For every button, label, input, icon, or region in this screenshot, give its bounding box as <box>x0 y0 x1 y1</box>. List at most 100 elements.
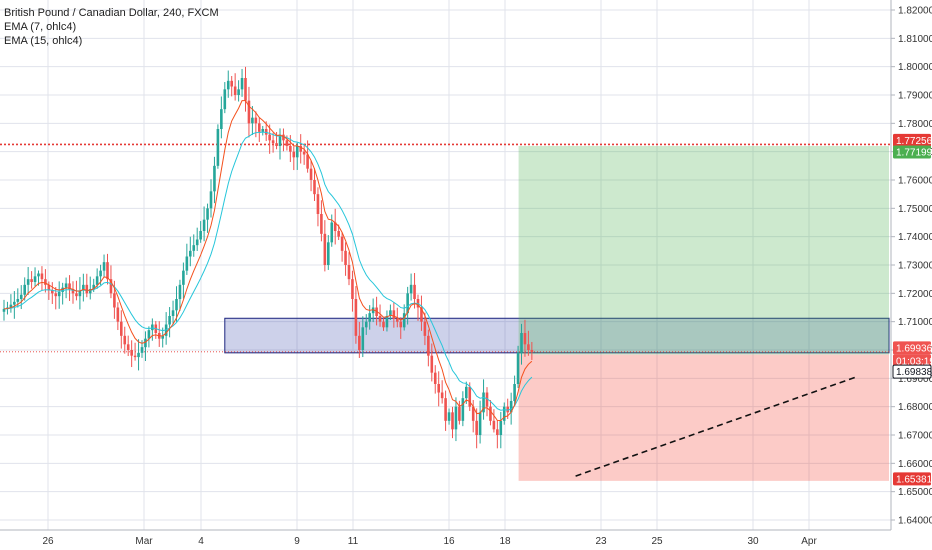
candle-body <box>302 151 306 155</box>
candle-body <box>230 80 233 87</box>
candle-body <box>392 310 396 319</box>
candle-body <box>16 299 20 302</box>
candle-body <box>233 86 237 95</box>
price-label-text-entry: 1.69838 <box>896 367 932 378</box>
x-tick-label: 11 <box>348 536 359 547</box>
y-tick-label: 1.76000 <box>898 176 932 187</box>
candle-body <box>151 324 154 331</box>
candle-body <box>120 321 123 336</box>
x-tick-label: Mar <box>135 536 153 547</box>
y-tick-label: 1.80000 <box>898 62 932 73</box>
candle-body <box>264 129 268 135</box>
candle-body <box>364 321 368 328</box>
price-label-text-countdown: 01:03:19 <box>896 356 932 367</box>
candle-body <box>202 219 206 231</box>
candle-body <box>54 293 58 297</box>
ema7-line <box>3 100 533 422</box>
price-label-countdown <box>893 354 931 368</box>
candle-body <box>147 330 151 339</box>
candle-body <box>68 283 71 290</box>
y-tick-label: 1.71000 <box>898 317 932 328</box>
y-tick-label: 1.69000 <box>898 374 932 385</box>
candle-body <box>482 392 485 413</box>
candle-body <box>454 406 458 430</box>
candle-body <box>506 406 509 413</box>
candle-body <box>130 350 133 356</box>
candle-body <box>206 208 209 220</box>
candle-body <box>30 279 33 282</box>
candle-body <box>333 222 337 231</box>
candle-body <box>23 284 26 295</box>
candle-body <box>216 129 220 166</box>
candle-body <box>275 143 278 146</box>
candle-body <box>278 134 282 146</box>
price-label-current <box>893 341 931 355</box>
candle-body <box>168 316 171 325</box>
candle-body <box>433 372 437 384</box>
candle-body <box>451 412 454 430</box>
candle-body <box>475 420 478 435</box>
candle-body <box>330 222 334 243</box>
candle-body <box>2 308 6 312</box>
candle-body <box>171 310 175 316</box>
x-tick-label: Apr <box>801 536 817 547</box>
candle-body <box>140 347 144 353</box>
candle-body <box>102 262 106 271</box>
candle-body <box>409 284 413 294</box>
price-label-text-current: 1.69936 <box>896 343 932 354</box>
candle-body <box>244 78 247 101</box>
price-label-text-resistance: 1.77256 <box>896 136 932 147</box>
y-tick-label: 1.74000 <box>898 232 932 243</box>
price-label-stop <box>893 472 931 486</box>
y-tick-label: 1.78000 <box>898 119 932 130</box>
candle-body <box>368 313 371 322</box>
candle-body <box>316 194 320 214</box>
ema15-line <box>3 131 533 411</box>
candle-body <box>247 100 251 124</box>
candle-body <box>9 304 13 308</box>
x-tick-label: 9 <box>294 536 300 547</box>
candle-body <box>289 146 292 152</box>
candle-body <box>499 420 503 435</box>
supply-demand-zone <box>224 317 890 354</box>
y-tick-label: 1.68000 <box>898 402 932 413</box>
y-tick-label: 1.79000 <box>898 91 932 102</box>
candle-body <box>478 412 482 435</box>
candle-body <box>40 273 44 280</box>
loss-zone <box>518 354 889 481</box>
candle-body <box>502 406 506 421</box>
candle-body <box>461 398 465 421</box>
candle-body <box>75 293 78 297</box>
candle-body <box>344 250 347 265</box>
candle-body <box>354 299 358 336</box>
ema7-legend[interactable]: EMA (7, ohlc4) <box>4 21 77 33</box>
candle-body <box>88 289 92 294</box>
candle-body <box>371 307 375 314</box>
ema15-legend[interactable]: EMA (15, ohlc4) <box>4 35 83 47</box>
price-label-target <box>893 145 931 159</box>
candle-body <box>292 151 296 158</box>
chart-legend: British Pound / Canadian Dollar, 240, FX… <box>4 6 219 48</box>
candle-body <box>285 140 289 146</box>
candle-body <box>109 279 113 294</box>
candle-body <box>192 245 196 251</box>
candle-body <box>33 276 37 282</box>
y-tick-label: 1.65000 <box>898 487 932 498</box>
candle-body <box>406 293 409 314</box>
candle-body <box>458 406 461 421</box>
candle-body <box>123 335 127 345</box>
candle-body <box>268 134 271 141</box>
candle-body <box>37 273 40 277</box>
x-tick-label: 16 <box>443 536 455 547</box>
candle-body <box>26 279 30 285</box>
candle-body <box>427 335 430 356</box>
candle-body <box>44 279 47 285</box>
candle-body <box>57 291 61 297</box>
candle-body <box>261 129 265 132</box>
candle-body <box>306 154 309 169</box>
candle-body <box>437 384 440 393</box>
y-tick-label: 1.73000 <box>898 261 932 272</box>
candle-body <box>523 333 527 345</box>
candle-body <box>195 239 199 246</box>
